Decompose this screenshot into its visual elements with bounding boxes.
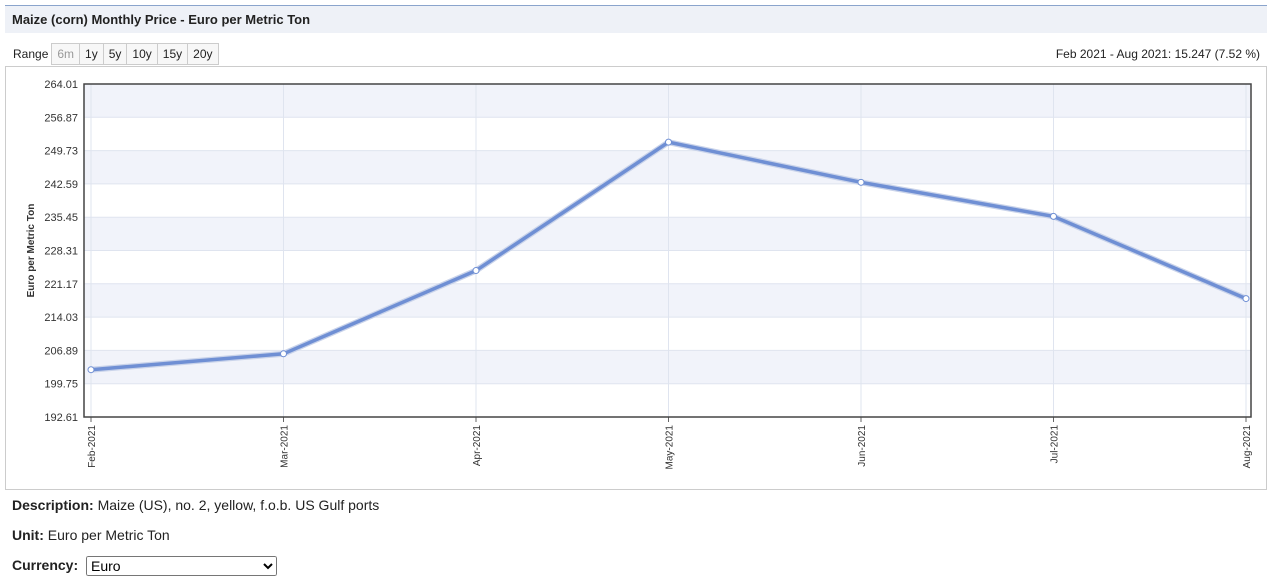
y-tick-label: 221.17 [44,279,78,291]
point [280,350,287,358]
plot-band [84,283,1251,318]
plot-band [84,217,1251,251]
x-tick-label: Jul-2021 [1050,425,1061,464]
unit: Unit: Euro per Metric Ton [12,527,170,543]
title-bar: Maize (corn) Monthly Price - Euro per Me… [5,5,1267,33]
range-row: Range 6m 1y 5y 10y 15y 20y [13,43,219,65]
y-tick-label: 256.87 [44,112,78,124]
x-tick-label: Aug-2021 [1242,425,1253,469]
unit-text: Euro per Metric Ton [47,527,170,543]
range-label: Range [13,47,49,61]
description: Description: Maize (US), no. 2, yellow, … [12,497,379,513]
currency-label: Currency: [12,557,79,573]
range-button[interactable]: 5y [102,43,128,65]
y-tick-label: 235.45 [44,212,78,224]
range-summary: Feb 2021 - Aug 2021: 15.247 (7.52 %) [1055,47,1260,61]
range-button[interactable]: 10y [126,43,158,65]
description-text: Maize (US), no. 2, yellow, f.o.b. US Gul… [97,497,380,513]
chart: 192.61 199.75 206.89 214.03 221.17 228.31 235.… [26,79,1253,470]
x-tick-label: Jun-2021 [857,425,868,467]
y-tick-label: 192.61 [44,412,78,424]
range-button[interactable]: 6m [51,43,81,65]
y-tick-label: 206.89 [44,345,78,357]
x-tick-label: Feb-2021 [87,425,98,468]
y-tick-label: 242.59 [44,179,78,191]
currency-select[interactable]: Euro [86,556,277,576]
x-tick-label: Mar-2021 [280,425,291,468]
y-tick-label: 264.01 [44,79,78,91]
point [857,178,865,186]
chart-box: 192.61 199.75 206.89 214.03 221.17 228.31 235.… [5,66,1267,490]
point [87,366,95,374]
plot-band [84,84,1251,118]
currency: Currency: [12,557,78,573]
y-tick-label: 249.73 [44,146,78,158]
point [665,138,672,146]
y-tick-label: 199.75 [44,379,78,391]
point [1050,212,1057,220]
range-button[interactable]: 1y [79,43,104,65]
description-label: Description: [12,497,94,513]
range-button[interactable]: 15y [156,43,189,65]
point [472,267,480,275]
plot-frame [83,83,1252,418]
unit-label: Unit: [12,527,44,543]
y-tick-label: 228.31 [44,246,78,258]
point [1242,295,1250,303]
y-axis-label: Euro per Metric Ton [26,204,37,298]
x-tick-label: May-2021 [665,425,676,470]
y-tick-label: 214.03 [44,312,78,324]
plot-band [84,150,1251,184]
x-tick-label: Apr-2021 [472,425,483,467]
range-button[interactable]: 20y [187,43,219,65]
